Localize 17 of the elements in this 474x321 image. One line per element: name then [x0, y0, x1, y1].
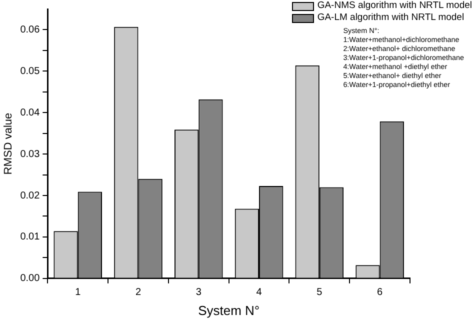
legend-label: GA-NMS algorithm with NRTL model — [317, 0, 472, 12]
y-tick-label: 0.05 — [20, 66, 40, 77]
legend-label: GA-LM algorithm with NRTL model — [317, 12, 464, 24]
x-tick-label: 3 — [196, 287, 202, 298]
y-tick-label: 0.06 — [20, 24, 40, 36]
x-tick-label: 2 — [135, 287, 142, 298]
x-axis-title: System N° — [198, 302, 260, 318]
x-tick-label: 4 — [256, 287, 262, 298]
y-axis-title: RMSD value — [2, 112, 15, 175]
x-tick-label: 6 — [377, 287, 384, 298]
x-tick-label: 5 — [316, 287, 323, 298]
y-tick-label: 0.04 — [20, 107, 40, 118]
y-tick-label: 0.00 — [20, 273, 40, 284]
y-tick-label: 0.03 — [20, 148, 40, 160]
x-tick-label: 1 — [75, 287, 82, 298]
y-tick-label: 0.02 — [20, 190, 40, 202]
y-tick-label: 0.01 — [20, 232, 40, 243]
